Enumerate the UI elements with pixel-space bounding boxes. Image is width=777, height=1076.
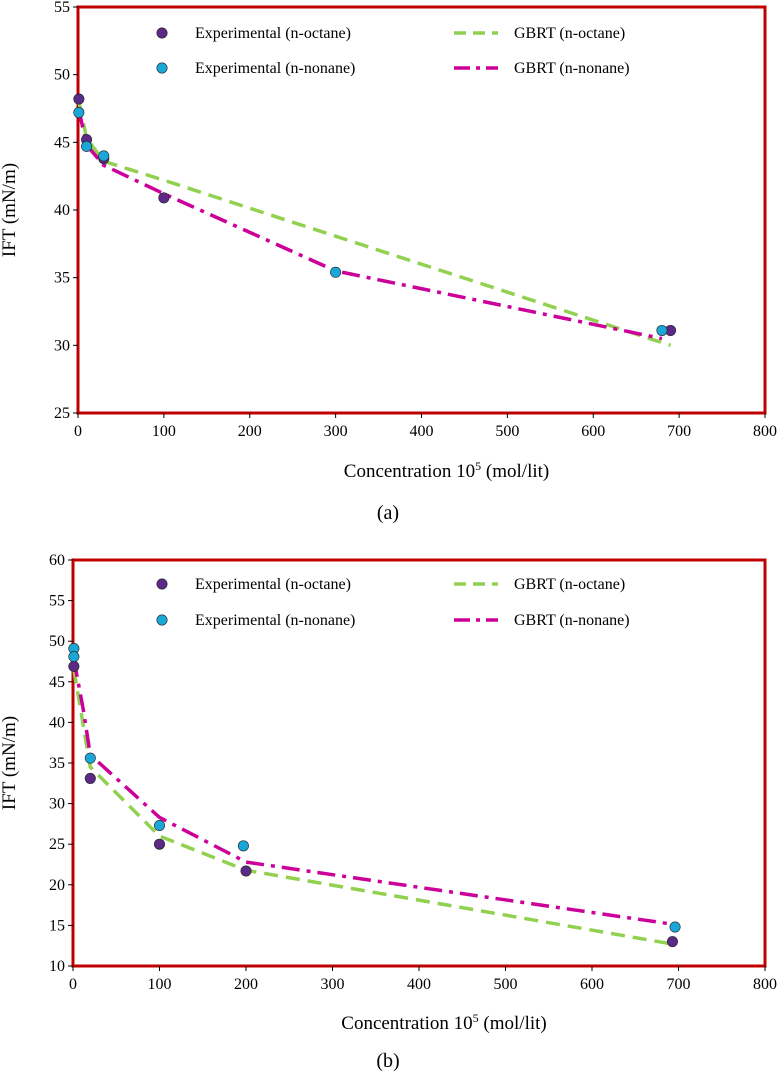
legend: Experimental (n-octane) Experimental (n-n… xyxy=(156,576,630,629)
y-tick-label: 50 xyxy=(54,67,70,84)
chart-caption: (a) xyxy=(377,502,399,524)
y-tick-label: 40 xyxy=(49,714,65,731)
nonane-data-point xyxy=(84,752,96,764)
x-tick-label: 0 xyxy=(69,976,77,993)
x-tick-label: 800 xyxy=(753,976,777,993)
x-tick-label: 200 xyxy=(238,423,262,440)
y-tick-label: 45 xyxy=(54,134,70,151)
legend-label: GBRT (n-octane) xyxy=(514,576,625,593)
x-tick-label: 300 xyxy=(324,423,348,440)
y-tick-label: 30 xyxy=(49,796,65,813)
gbrt-nonane-line xyxy=(77,109,663,341)
y-tick-label: 30 xyxy=(54,337,70,354)
y-tick-label: 60 xyxy=(49,552,65,569)
octane-data-point xyxy=(68,660,80,672)
nonane-data-point xyxy=(98,150,110,162)
plot-frame xyxy=(71,558,767,968)
nonane-data-point xyxy=(237,840,249,852)
y-tick-label: 45 xyxy=(49,674,65,691)
y-tick-label: 40 xyxy=(54,202,70,219)
x-tick-label: 0 xyxy=(74,423,82,440)
y-tick-label: 55 xyxy=(49,593,65,610)
x-axis-label: Concentration 105 (mol/lit) xyxy=(341,1011,546,1034)
nonane-data-point xyxy=(73,107,85,119)
x-tick-label: 700 xyxy=(667,976,691,993)
x-axis-label-unit: (mol/lit) xyxy=(481,461,549,482)
octane-data-point xyxy=(666,936,678,948)
x-tick-label: 500 xyxy=(494,976,518,993)
legend-marker xyxy=(156,62,168,74)
y-tick-label: 15 xyxy=(49,917,65,934)
x-tick-label: 600 xyxy=(580,976,604,993)
chart-b: 0 100 200 300 400 500 600 700 800 10 15 20 25 30 35 40 4… xyxy=(0,552,777,1072)
legend-label: Experimental (n-octane) xyxy=(195,576,351,593)
nonane-data-point xyxy=(656,324,668,336)
y-tick-label: 50 xyxy=(49,633,65,650)
x-axis-label: Concentration 105 (mol/lit) xyxy=(344,459,549,482)
legend-label: GBRT (n-nonane) xyxy=(514,612,630,629)
x-tick-label: 100 xyxy=(152,423,176,440)
octane-data-point xyxy=(73,93,85,105)
x-axis-label-main: Concentration 10 xyxy=(344,461,475,482)
legend-label: GBRT (n-nonane) xyxy=(514,60,630,77)
y-tick-label: 20 xyxy=(49,877,65,894)
nonane-data-point xyxy=(330,266,342,278)
x-tick-label: 600 xyxy=(581,423,605,440)
chart-caption: (b) xyxy=(376,1050,399,1072)
octane-data-point xyxy=(84,772,96,784)
nonane-data-point xyxy=(669,921,681,933)
x-tick-label: 400 xyxy=(407,976,431,993)
x-axis-label-superscript: 5 xyxy=(473,1011,479,1025)
legend-label: Experimental (n-octane) xyxy=(195,25,351,42)
x-tick-label: 700 xyxy=(667,423,691,440)
gbrt-octane-line xyxy=(77,101,672,347)
x-tick-label: 300 xyxy=(321,976,345,993)
gbrt-octane-line xyxy=(72,669,673,946)
x-axis-label-unit: (mol/lit) xyxy=(479,1013,547,1034)
x-axis-label-main: Concentration 10 xyxy=(341,1013,472,1034)
nonane-data-point xyxy=(81,140,93,152)
x-tick-label: 100 xyxy=(148,976,172,993)
legend-marker xyxy=(156,578,168,590)
nonane-data-point xyxy=(68,651,80,663)
x-tick-label: 800 xyxy=(753,423,777,440)
y-tick-label: 35 xyxy=(54,270,70,287)
y-tick-label: 25 xyxy=(54,405,70,422)
legend-label: GBRT (n-octane) xyxy=(514,25,625,42)
x-axis-label-superscript: 5 xyxy=(475,459,481,473)
gbrt-nonane-line xyxy=(72,658,676,927)
legend: Experimental (n-octane) Experimental (n-n… xyxy=(156,25,630,77)
nonane-data-point xyxy=(154,820,166,832)
y-axis-label: IFT (mN/m) xyxy=(0,163,20,257)
plot-frame xyxy=(76,5,767,415)
y-tick-label: 35 xyxy=(49,755,65,772)
legend-marker xyxy=(156,614,168,626)
y-tick-label: 55 xyxy=(54,0,70,16)
octane-data-point xyxy=(240,865,252,877)
chart-a: 0 100 200 300 400 500 600 700 800 25 30 35 40 45 50 55 C… xyxy=(0,0,777,524)
x-tick-label: 200 xyxy=(234,976,258,993)
legend-label: Experimental (n-nonane) xyxy=(195,612,355,629)
y-tick-label: 10 xyxy=(49,958,65,975)
y-axis-label: IFT (mN/m) xyxy=(0,716,20,810)
x-tick-label: 400 xyxy=(410,423,434,440)
legend-marker xyxy=(156,27,168,39)
legend-label: Experimental (n-nonane) xyxy=(195,60,355,77)
x-tick-label: 500 xyxy=(495,423,519,440)
y-tick-label: 25 xyxy=(49,836,65,853)
octane-data-point xyxy=(154,838,166,850)
octane-data-point xyxy=(158,192,170,204)
